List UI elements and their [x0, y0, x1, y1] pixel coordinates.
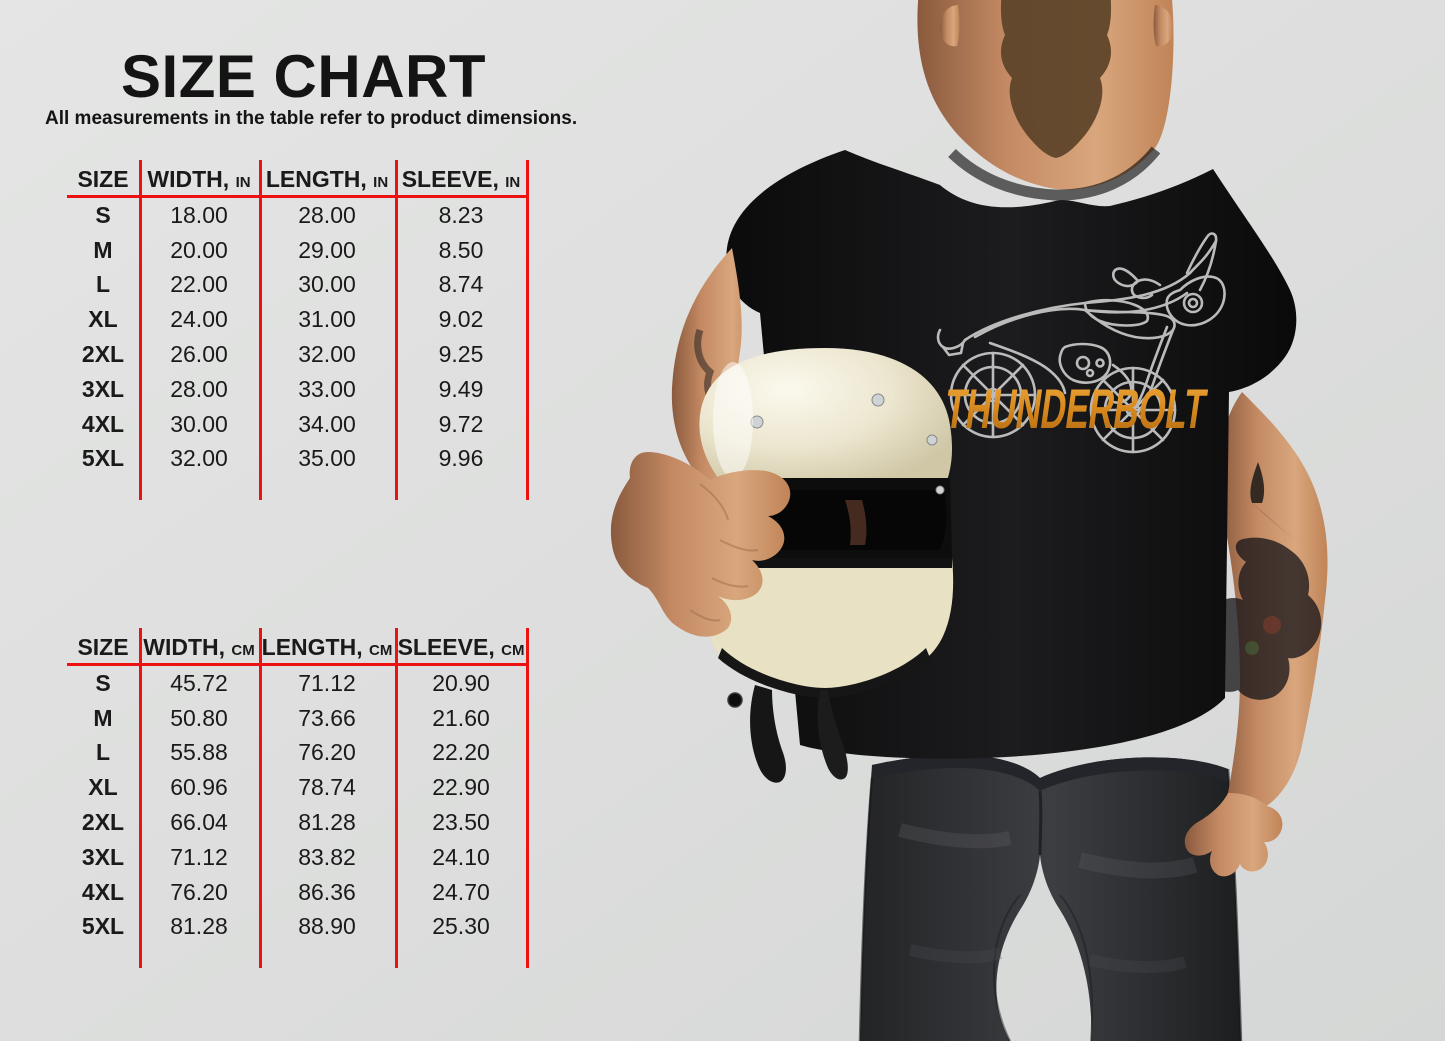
svg-text:THUNDERBOLT: THUNDERBOLT [941, 377, 1210, 440]
